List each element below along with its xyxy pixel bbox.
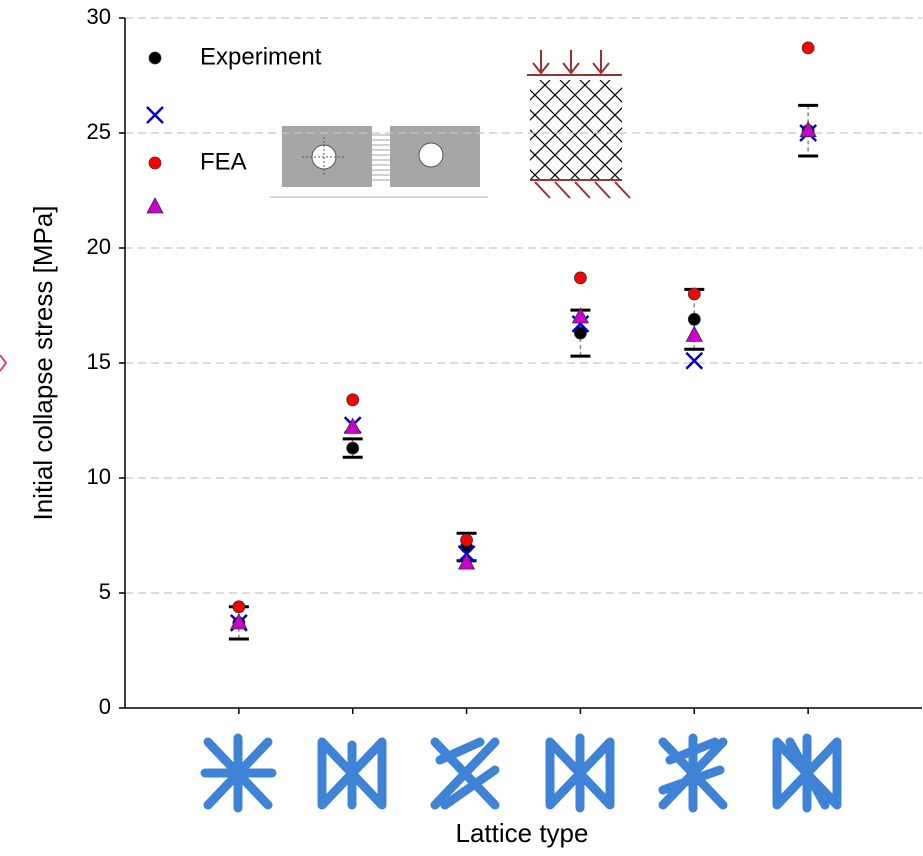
legend-marker xyxy=(146,197,164,214)
y-tick-label: 5 xyxy=(99,579,111,604)
point xyxy=(346,441,360,455)
x-axis-label: Lattice type xyxy=(456,818,589,848)
y-tick-label: 25 xyxy=(87,119,111,144)
point xyxy=(685,325,703,342)
y-tick-label: 30 xyxy=(87,4,111,29)
y-tick-label: 10 xyxy=(87,464,111,489)
point xyxy=(232,600,246,614)
y-tick-label: 20 xyxy=(87,234,111,259)
point xyxy=(687,287,701,301)
y-axis-label: Initial collapse stress [MPa] xyxy=(28,205,58,520)
legend-label: FEA xyxy=(200,148,247,175)
lattice-icons xyxy=(200,733,842,813)
lattice-inset xyxy=(527,50,631,199)
legend-label: Experiment xyxy=(200,43,322,70)
point xyxy=(574,271,587,285)
point xyxy=(457,553,476,570)
legend-marker xyxy=(148,156,162,170)
point xyxy=(346,393,360,407)
point xyxy=(460,533,473,547)
legend-marker xyxy=(148,51,162,65)
specimen-inset xyxy=(270,126,488,198)
y-tick-label: 0 xyxy=(99,694,111,719)
error-bar xyxy=(798,103,819,158)
point xyxy=(571,307,590,324)
point xyxy=(801,41,815,55)
point xyxy=(799,120,817,138)
point xyxy=(344,417,362,434)
legend-marker xyxy=(146,106,164,124)
point xyxy=(687,312,701,326)
point xyxy=(685,351,704,370)
point xyxy=(574,326,587,340)
point xyxy=(230,613,248,630)
edge-marker xyxy=(0,354,8,372)
y-tick-label: 15 xyxy=(87,349,111,374)
